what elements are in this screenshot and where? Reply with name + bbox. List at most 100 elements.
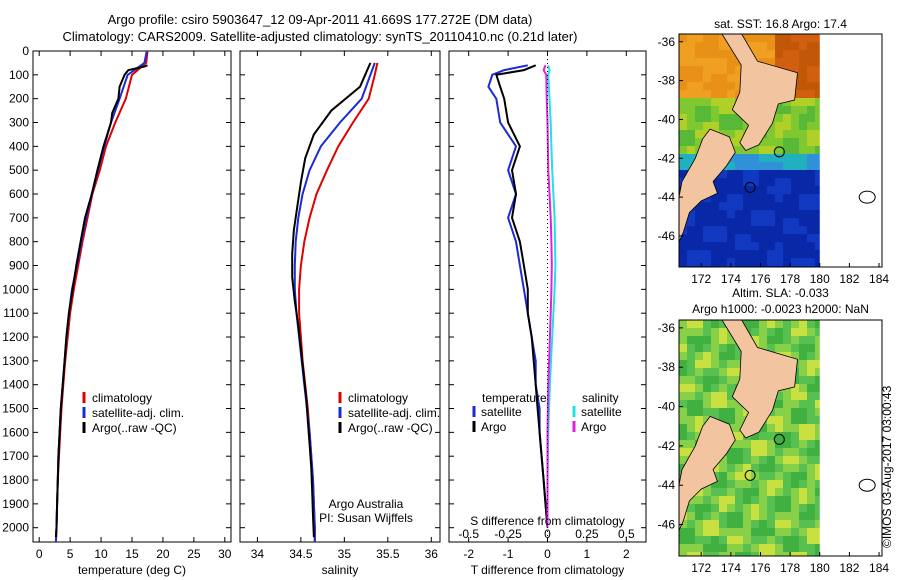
map-cell [815, 528, 820, 537]
map-cell [735, 448, 744, 457]
map-cell [807, 336, 816, 345]
map-cell [711, 336, 720, 345]
map-cell [767, 234, 776, 243]
map-cell [679, 74, 688, 83]
map-cell [759, 146, 768, 155]
map-cell [799, 146, 808, 155]
map-x-tick-label: 172 [691, 561, 711, 575]
map-cell [703, 122, 712, 131]
map-cell [815, 130, 820, 139]
map-cell [703, 258, 712, 267]
map-cell [807, 528, 816, 537]
map-cell [711, 90, 720, 99]
map-cell [791, 536, 800, 545]
map-cell [807, 250, 816, 259]
map-cell [807, 98, 816, 107]
map-cell [687, 448, 696, 457]
map-cell [799, 226, 808, 235]
annotation-text: Argo Australia [329, 497, 404, 511]
map-cell [719, 488, 728, 497]
map-cell [807, 344, 816, 353]
map-cell [799, 82, 808, 91]
map-cell [743, 480, 752, 489]
map-cell [791, 480, 800, 489]
y-tick-label: 1100 [3, 306, 29, 320]
map-cell [783, 162, 792, 171]
map-cell [815, 194, 820, 203]
map-cell [719, 456, 728, 465]
map-cell [783, 242, 792, 251]
map-cell [719, 106, 728, 115]
map-cell [743, 488, 752, 497]
map-cell [687, 536, 696, 545]
map-cell [775, 58, 784, 67]
map-cell [743, 520, 752, 529]
y-tick-label: 300 [9, 116, 29, 130]
map-cell [751, 258, 760, 267]
map-cell [711, 360, 720, 369]
map-cell [695, 210, 704, 219]
map-x-tick-label: 184 [869, 272, 889, 286]
map-cell [727, 98, 736, 107]
plot-frame [32, 50, 232, 543]
map-title: sat. SST: 16.8 Argo: 17.4 [714, 17, 847, 31]
x-axis-label: temperature (deg C) [78, 563, 186, 577]
map-cell [727, 186, 736, 195]
map-cell [735, 194, 744, 203]
map-cell [727, 114, 736, 123]
map-cell [727, 66, 736, 75]
map-y-tick-label: -36 [658, 35, 676, 49]
map-cell [775, 480, 784, 489]
map-cell [695, 368, 704, 377]
y-tick-label: 0 [22, 44, 29, 58]
map-cell [799, 202, 808, 211]
map-cell [775, 408, 784, 417]
map-cell [759, 162, 768, 171]
map-cell [807, 218, 816, 227]
map-cell [767, 194, 776, 203]
map-cell [711, 480, 720, 489]
map-cell [783, 122, 792, 131]
map-cell [687, 106, 696, 115]
map-cell [783, 504, 792, 513]
plot-frame [239, 50, 441, 543]
map-cell [719, 250, 728, 259]
map-cell [719, 344, 728, 353]
difference-panel: -2 -1 0 1 2 T difference from climatology -0.5… [448, 50, 647, 577]
map-cell [799, 106, 808, 115]
map-cell [775, 328, 784, 337]
map-cell [815, 552, 820, 556]
map-cell [767, 58, 776, 67]
map-cell [679, 122, 688, 131]
map-cell [687, 432, 696, 441]
map-cell [751, 456, 760, 465]
map-cell [767, 130, 776, 139]
map-cell [735, 234, 744, 243]
map-cell [711, 352, 720, 361]
map-cell [751, 186, 760, 195]
map-cell [783, 130, 792, 139]
map-cell [687, 424, 696, 433]
map-cell [815, 392, 820, 401]
map-cell [767, 186, 776, 195]
map-cell [799, 480, 808, 489]
map-cell [719, 392, 728, 401]
y-tick-label: 1200 [2, 330, 29, 344]
map-cell [799, 488, 808, 497]
map-cell [815, 504, 820, 513]
y-tick-label: 1900 [2, 497, 29, 511]
map-cell [815, 344, 820, 353]
map-cell [807, 376, 816, 385]
map-cell [799, 42, 808, 51]
map-cell [719, 178, 728, 187]
map-cell [711, 202, 720, 211]
map-cell [735, 536, 744, 545]
map-cell [711, 34, 720, 43]
map-cell [743, 464, 752, 473]
map-cell [679, 448, 688, 457]
map-cell [743, 226, 752, 235]
map-cell [815, 162, 820, 171]
map-cell [711, 368, 720, 377]
map-cell [775, 472, 784, 481]
map-cell [687, 226, 696, 235]
